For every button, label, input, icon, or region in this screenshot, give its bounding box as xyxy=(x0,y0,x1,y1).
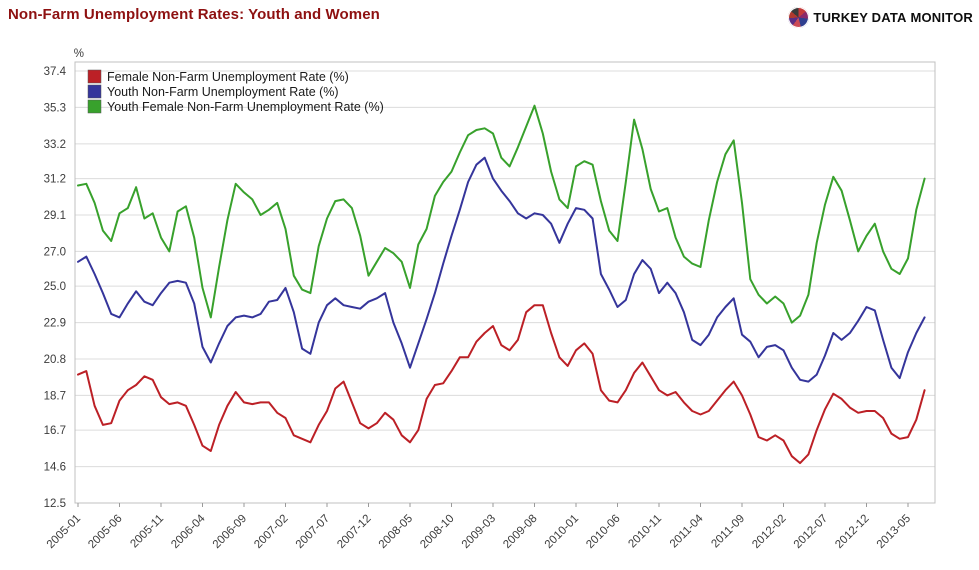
y-axis-tick-label: 35.3 xyxy=(44,102,66,114)
x-axis-tick-label: 2007-12 xyxy=(335,513,373,551)
x-axis-tick-label: 2011-09 xyxy=(709,513,747,551)
x-axis-tick-label: 2010-06 xyxy=(584,513,622,551)
y-axis-tick-label: 33.2 xyxy=(44,139,66,151)
plot-border xyxy=(74,61,936,504)
series-line-female xyxy=(77,304,926,465)
y-axis-tick-label: 31.2 xyxy=(44,174,66,186)
x-axis-tick-label: 2012-02 xyxy=(750,513,788,551)
x-axis-tick-label: 2013-05 xyxy=(875,513,913,551)
x-axis-tick-label: 2011-04 xyxy=(668,512,706,550)
x-axis-tick-label: 2012-12 xyxy=(833,513,871,551)
legend-label-female: Female Non-Farm Unemployment Rate (%) xyxy=(107,70,349,84)
brand-name: TURKEY DATA MONITOR xyxy=(813,10,973,25)
y-axis-unit-label: % xyxy=(74,48,84,60)
y-axis-tick-label: 12.5 xyxy=(44,498,66,510)
brand-name-regular: TURKEY DATA xyxy=(813,10,907,25)
x-axis-tick-label: 2012-07 xyxy=(792,513,830,551)
unemployment-line-chart: 37.4 35.3 33.2 31.2 29.1 27.0 25.0 22.9 20.8 18.7… xyxy=(44,48,936,551)
page-title: Non-Farm Unemployment Rates: Youth and W… xyxy=(8,6,380,23)
y-axis-tick-label: 14.6 xyxy=(44,462,66,474)
y-axis-tick-label: 25.0 xyxy=(44,281,66,293)
brand-name-bold: MONITOR xyxy=(910,10,973,25)
x-axis-tick-label: 2006-09 xyxy=(211,513,249,551)
x-axis-tick-label: 2007-07 xyxy=(294,513,332,551)
y-axis-tick-label: 37.4 xyxy=(44,66,67,78)
x-axis-tick-label: 2009-08 xyxy=(501,513,539,551)
y-axis-tick-label: 20.8 xyxy=(44,354,66,366)
x-axis-tick-label: 2007-02 xyxy=(252,513,290,551)
x-axis-tick-label: 2005-01 xyxy=(45,513,83,551)
y-axis-tick-label: 27.0 xyxy=(44,246,66,258)
y-axis-tick-label: 16.7 xyxy=(44,425,66,437)
series-line-youth xyxy=(77,156,926,383)
legend-swatch-youth-female xyxy=(87,99,102,114)
y-axis-tick-label: 18.7 xyxy=(44,390,66,402)
series-line-youth-female xyxy=(77,104,926,324)
x-axis-tick-label: 2005-06 xyxy=(86,513,124,551)
legend-label-youth: Youth Non-Farm Unemployment Rate (%) xyxy=(107,85,339,99)
x-axis-tick-label: 2008-10 xyxy=(418,513,456,551)
x-axis-tick-label: 2008-05 xyxy=(377,513,415,551)
pie-chart-logo-icon xyxy=(788,7,810,28)
y-axis-tick-label: 29.1 xyxy=(44,210,66,222)
legend-swatch-youth xyxy=(87,84,102,99)
x-axis-tick-label: 2010-11 xyxy=(626,513,664,551)
x-axis-tick-label: 2005-11 xyxy=(128,513,166,551)
y-axis-tick-label: 22.9 xyxy=(44,318,66,330)
legend-label-youth-female: Youth Female Non-Farm Unemployment Rate … xyxy=(107,100,384,114)
brand-logo: TURKEY DATA MONITOR xyxy=(788,7,973,28)
legend-swatch-female xyxy=(87,69,102,84)
x-axis-tick-label: 2006-04 xyxy=(169,512,208,551)
x-axis-tick-label: 2009-03 xyxy=(460,513,498,551)
x-axis-tick-label: 2010-01 xyxy=(543,513,581,551)
